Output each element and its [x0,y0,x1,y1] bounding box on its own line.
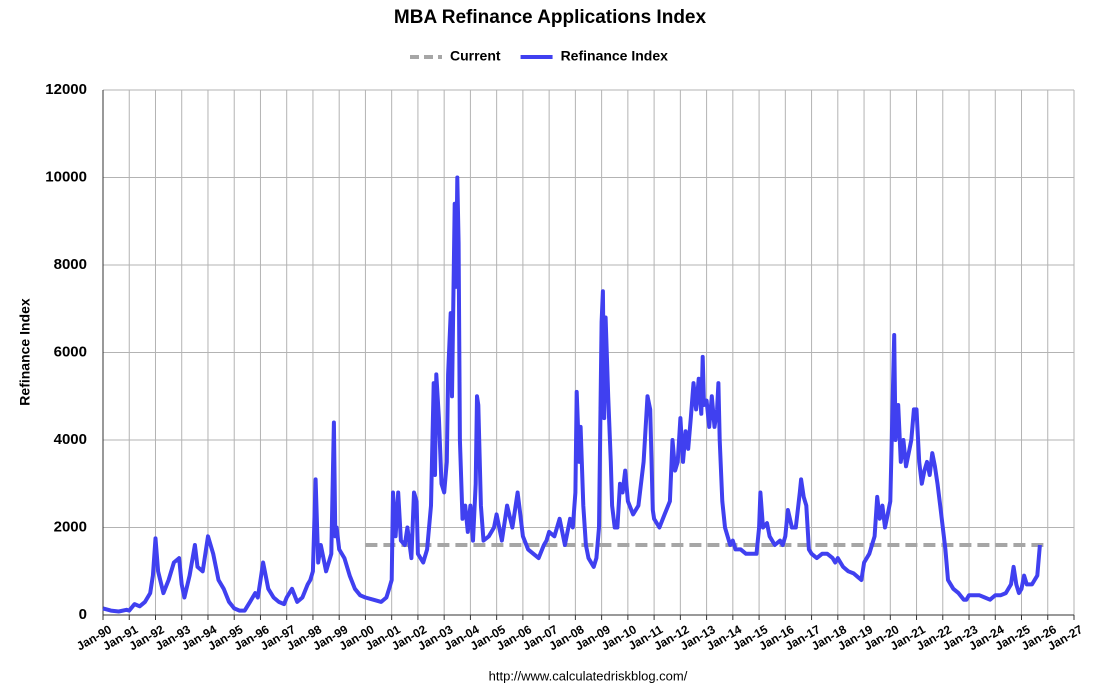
y-tick-label: 2000 [54,518,87,535]
legend-label: Current [450,48,501,64]
y-tick-label: 10000 [45,168,87,185]
y-tick-label: 4000 [54,431,87,448]
legend-label: Refinance Index [561,48,669,64]
y-tick-label: 12000 [45,81,87,98]
source: http://www.calculatedriskblog.com/ [489,668,688,683]
y-tick-label: 6000 [54,343,87,360]
y-tick-label: 8000 [54,256,87,273]
y-tick-label: 0 [79,606,87,623]
chart-title: MBA Refinance Applications Index [394,7,707,28]
series-line [102,175,1042,614]
y-axis-label: Refinance Index [17,298,33,406]
